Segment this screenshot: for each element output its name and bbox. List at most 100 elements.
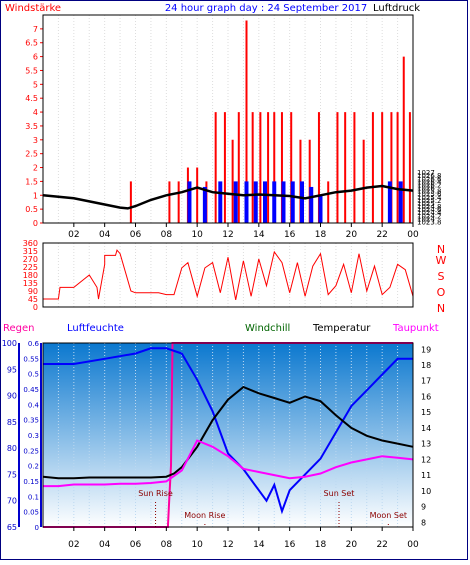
humidity-tick-label: 65 [7,523,17,532]
x-tick-label: 04 [99,540,111,550]
x-tick-label: 22 [376,540,387,550]
compass-label: W [436,254,447,267]
pressure-tick-label: 1024.6 [417,206,442,214]
x-tick-label: 12 [222,540,233,550]
temperature-tick-label: 18 [421,361,431,370]
pressure-tick-label: 1025 [417,200,435,208]
pressure-tick-label: 1024 [417,215,435,223]
temperature-line [42,385,414,480]
compass-label: N [437,243,445,256]
pressure-tick-label: 1025.2 [417,197,442,205]
pressure-tick-label: 1023.8 [417,218,442,226]
wind-tick-label: 3 [33,136,38,145]
rain-tick-label: 0.55 [23,355,39,363]
temperature-tick-label: 12 [421,455,431,464]
x-tick-label: 20 [346,540,358,550]
wind-axis-title: Windstärke [5,3,61,14]
annotation-label: Moon Set [370,511,407,520]
panel1-background [43,15,413,223]
chart-title: 24 hour graph day : 24 September 2017 [165,3,367,14]
x-tick-label: 00 [407,230,419,240]
x-tick-label: 08 [161,540,173,550]
legend-item: Taupunkt [392,323,439,334]
wind-tick-label: 6 [33,53,38,62]
legend-item: Temperatur [312,323,371,334]
x-tick-label: 10 [191,230,203,240]
direction-tick-label: 135 [23,279,38,288]
temperature-tick-label: 15 [421,408,431,417]
humidity-tick-label: 80 [7,444,17,453]
temperature-tick-label: 17 [421,377,431,386]
temperature-tick-label: 9 [421,503,426,512]
x-tick-label: 10 [191,540,203,550]
rain-tick-label: 0.4 [28,401,40,409]
temperature-tick-label: 19 [421,345,431,354]
compass-label: S [438,270,445,283]
rain-tick-label: 0.25 [23,447,39,455]
humidity-tick-label: 100 [2,339,17,348]
rain-tick-label: 0.45 [23,386,39,394]
wind-tick-label: 5 [33,80,38,89]
x-tick-label: 22 [376,230,387,240]
rain-tick-label: 0.15 [23,478,39,486]
wind-tick-label: 5.5 [25,66,38,75]
x-tick-label: 02 [68,540,79,550]
wind-tick-label: 4.5 [25,94,38,103]
compass-label: O [437,286,446,299]
direction-tick-label: 90 [28,287,38,296]
direction-tick-label: 315 [23,247,38,256]
pressure-tick-label: 1027 [417,169,435,177]
x-tick-label: 14 [253,230,265,240]
temperature-tick-label: 13 [421,440,431,449]
humidity-tick-label: 70 [7,497,17,506]
wind-tick-label: 1 [33,191,38,200]
direction-tick-label: 0 [33,303,38,312]
x-tick-label: 08 [161,230,173,240]
dewpoint-line [43,439,414,488]
rain-tick-label: 0.35 [23,417,39,425]
compass-label: N [437,302,445,315]
x-tick-label: 18 [315,540,327,550]
humidity-line [43,347,413,515]
x-tick-label: 00 [407,540,419,550]
pressure-tick-label: 1025.4 [417,194,442,202]
pressure-tick-label: 1026 [417,185,435,193]
x-tick-label: 12 [222,230,233,240]
direction-tick-label: 45 [28,295,38,304]
x-tick-label: 18 [315,230,327,240]
legend-item: Luftfeuchte [67,323,124,334]
panel2-background [43,243,413,307]
rain-tick-label: 0.05 [23,509,39,517]
wind-tick-label: 7 [33,25,38,34]
wind-tick-label: 2.5 [25,150,38,159]
humidity-tick-label: 95 [7,365,17,374]
wind-tick-label: 2 [33,164,38,173]
rain-tick-label: 0.2 [28,463,39,471]
wind-tick-label: 0 [33,219,38,228]
x-tick-label: 02 [68,230,79,240]
pressure-tick-label: 1025.8 [417,188,442,196]
annotation-label: Moon Rise [184,511,225,520]
legend-item: Regen [3,323,35,334]
humidity-tick-label: 85 [7,418,17,427]
pressure-tick-label: 1026.4 [417,178,442,186]
rain-tick-label: 0 [35,524,39,532]
direction-tick-label: 270 [23,255,38,264]
rain-tick-label: 0.5 [28,371,39,379]
wind-tick-label: 6.5 [25,39,38,48]
rain-tick-label: 0.6 [28,340,40,348]
direction-tick-label: 225 [23,263,38,272]
temperature-tick-label: 8 [421,518,426,527]
x-tick-label: 06 [130,230,142,240]
temperature-tick-label: 16 [421,392,431,401]
x-tick-label: 16 [284,540,296,550]
wind-tick-label: 4 [33,108,38,117]
direction-tick-label: 180 [23,271,38,280]
pressure-tick-label: 1024.4 [417,209,442,217]
wind-tick-label: 0.5 [25,205,38,214]
temperature-tick-label: 14 [421,424,431,433]
legend-item: Windchill [245,323,290,334]
direction-tick-label: 360 [23,239,38,248]
